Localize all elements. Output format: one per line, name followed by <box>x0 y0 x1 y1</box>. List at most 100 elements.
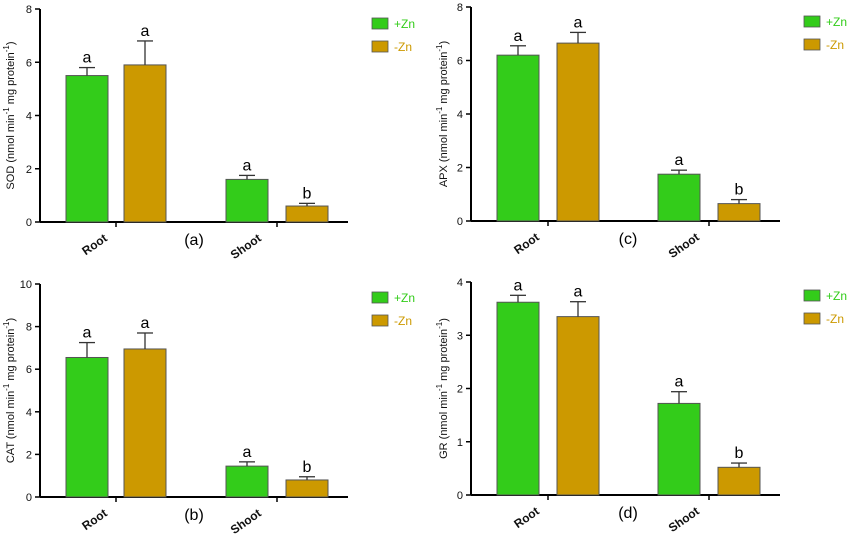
significance-letter: a <box>141 23 150 40</box>
bar <box>496 301 540 496</box>
legend-label: +Zn <box>394 17 415 31</box>
y-tick-label: 4 <box>26 111 32 123</box>
legend-swatch <box>371 40 389 53</box>
significance-letter: a <box>243 444 252 461</box>
legend-swatch <box>803 38 821 51</box>
x-category-label: Root <box>79 506 109 533</box>
legend-swatch <box>371 17 389 30</box>
y-axis-label-superscript: -1 <box>2 107 11 115</box>
bar <box>123 348 167 498</box>
y-axis-label-part: SOD (nmol min <box>5 114 17 189</box>
y-tick-label: 6 <box>26 57 32 69</box>
y-axis-label: SOD (nmol min-1 mg protein-1) <box>2 41 17 189</box>
significance-letter: a <box>675 152 684 169</box>
significance-letter: a <box>141 315 150 332</box>
y-tick-label: 8 <box>26 322 32 334</box>
y-axis-label-part: GR (nmol min <box>438 391 450 459</box>
bar <box>657 402 701 496</box>
significance-letter: b <box>735 182 744 199</box>
y-tick-label: 6 <box>457 56 463 68</box>
y-tick-label: 0 <box>26 492 32 504</box>
panel-label: (a) <box>184 232 204 249</box>
y-tick-label: 6 <box>26 364 32 376</box>
legend-swatch <box>371 314 389 327</box>
x-category-label: Root <box>79 231 109 258</box>
bar <box>65 75 109 223</box>
chart-panel: 0 2 4 6 8 10 Root Shoot a a a b (b) CAT (nmol min-1 m… <box>2 279 415 537</box>
y-axis-label-part: mg protein <box>438 52 450 107</box>
x-category-label: Shoot <box>666 230 702 261</box>
significance-letter: b <box>303 185 312 202</box>
bar <box>285 205 329 223</box>
bar <box>65 356 109 498</box>
y-axis-label-part: ) <box>5 318 17 322</box>
y-tick-label: 4 <box>457 109 463 121</box>
bar <box>496 54 540 222</box>
panel-label: (c) <box>619 231 638 248</box>
y-axis-label-part: ) <box>438 318 450 322</box>
y-axis-label: CAT (nmol min-1 mg protein-1) <box>2 318 17 463</box>
y-axis-label-part: mg protein <box>5 52 17 107</box>
legend-swatch <box>803 15 821 28</box>
y-tick-label: 8 <box>26 4 32 16</box>
bar <box>225 178 269 223</box>
y-tick-label: 4 <box>457 277 463 289</box>
y-axis-label-part: ) <box>5 41 17 45</box>
significance-letter: a <box>574 284 583 301</box>
y-axis-label-part: ) <box>438 41 450 45</box>
significance-letter: a <box>514 28 523 45</box>
panel-label: (b) <box>184 507 204 524</box>
y-tick-label: 3 <box>457 330 463 342</box>
y-axis-label-superscript: -1 <box>2 45 11 53</box>
legend: +Zn -Zn <box>371 17 415 54</box>
x-category-label: Root <box>511 504 541 531</box>
legend: +Zn -Zn <box>803 289 847 326</box>
legend-label: +Zn <box>394 291 415 305</box>
legend-swatch <box>803 289 821 302</box>
legend-label: -Zn <box>394 314 412 328</box>
y-axis-label-superscript: -1 <box>2 321 11 329</box>
y-tick-label: 2 <box>26 164 32 176</box>
y-tick-label: 2 <box>457 163 463 175</box>
y-axis-label-part: APX (nmol min <box>438 114 450 187</box>
bar <box>556 42 600 222</box>
legend-swatch <box>371 291 389 304</box>
bar <box>717 203 761 222</box>
x-category-label: Shoot <box>666 504 702 535</box>
legend-label: -Zn <box>826 38 844 52</box>
legend-label: +Zn <box>826 289 847 303</box>
bar <box>717 466 761 496</box>
x-category-label: Shoot <box>228 231 264 262</box>
significance-letter: a <box>243 157 252 174</box>
y-axis-label-part: mg protein <box>5 329 17 384</box>
y-tick-label: 4 <box>26 407 32 419</box>
y-tick-label: 2 <box>457 384 463 396</box>
bar <box>556 316 600 496</box>
legend: +Zn -Zn <box>371 291 415 328</box>
y-tick-label: 10 <box>20 279 32 291</box>
significance-letter: a <box>675 374 684 391</box>
x-category-label: Shoot <box>228 506 264 537</box>
y-axis-label-superscript: -1 <box>2 383 11 391</box>
legend-swatch <box>803 312 821 325</box>
significance-letter: b <box>303 459 312 476</box>
significance-letter: a <box>514 277 523 294</box>
y-axis-label-part: mg protein <box>438 329 450 384</box>
significance-letter: b <box>735 445 744 462</box>
legend-label: -Zn <box>394 40 412 54</box>
y-axis-label-superscript: -1 <box>435 44 444 52</box>
significance-letter: a <box>83 325 92 342</box>
y-axis-label-superscript: -1 <box>435 106 444 114</box>
y-tick-label: 2 <box>26 449 32 461</box>
y-tick-label: 0 <box>26 217 32 229</box>
y-axis-label: GR (nmol min-1 mg protein-1) <box>435 318 450 459</box>
bar <box>225 465 269 498</box>
y-tick-label: 1 <box>457 437 463 449</box>
y-tick-label: 8 <box>457 2 463 14</box>
y-tick-label: 0 <box>457 216 463 228</box>
y-axis-label-superscript: -1 <box>435 321 444 329</box>
bar <box>123 64 167 223</box>
